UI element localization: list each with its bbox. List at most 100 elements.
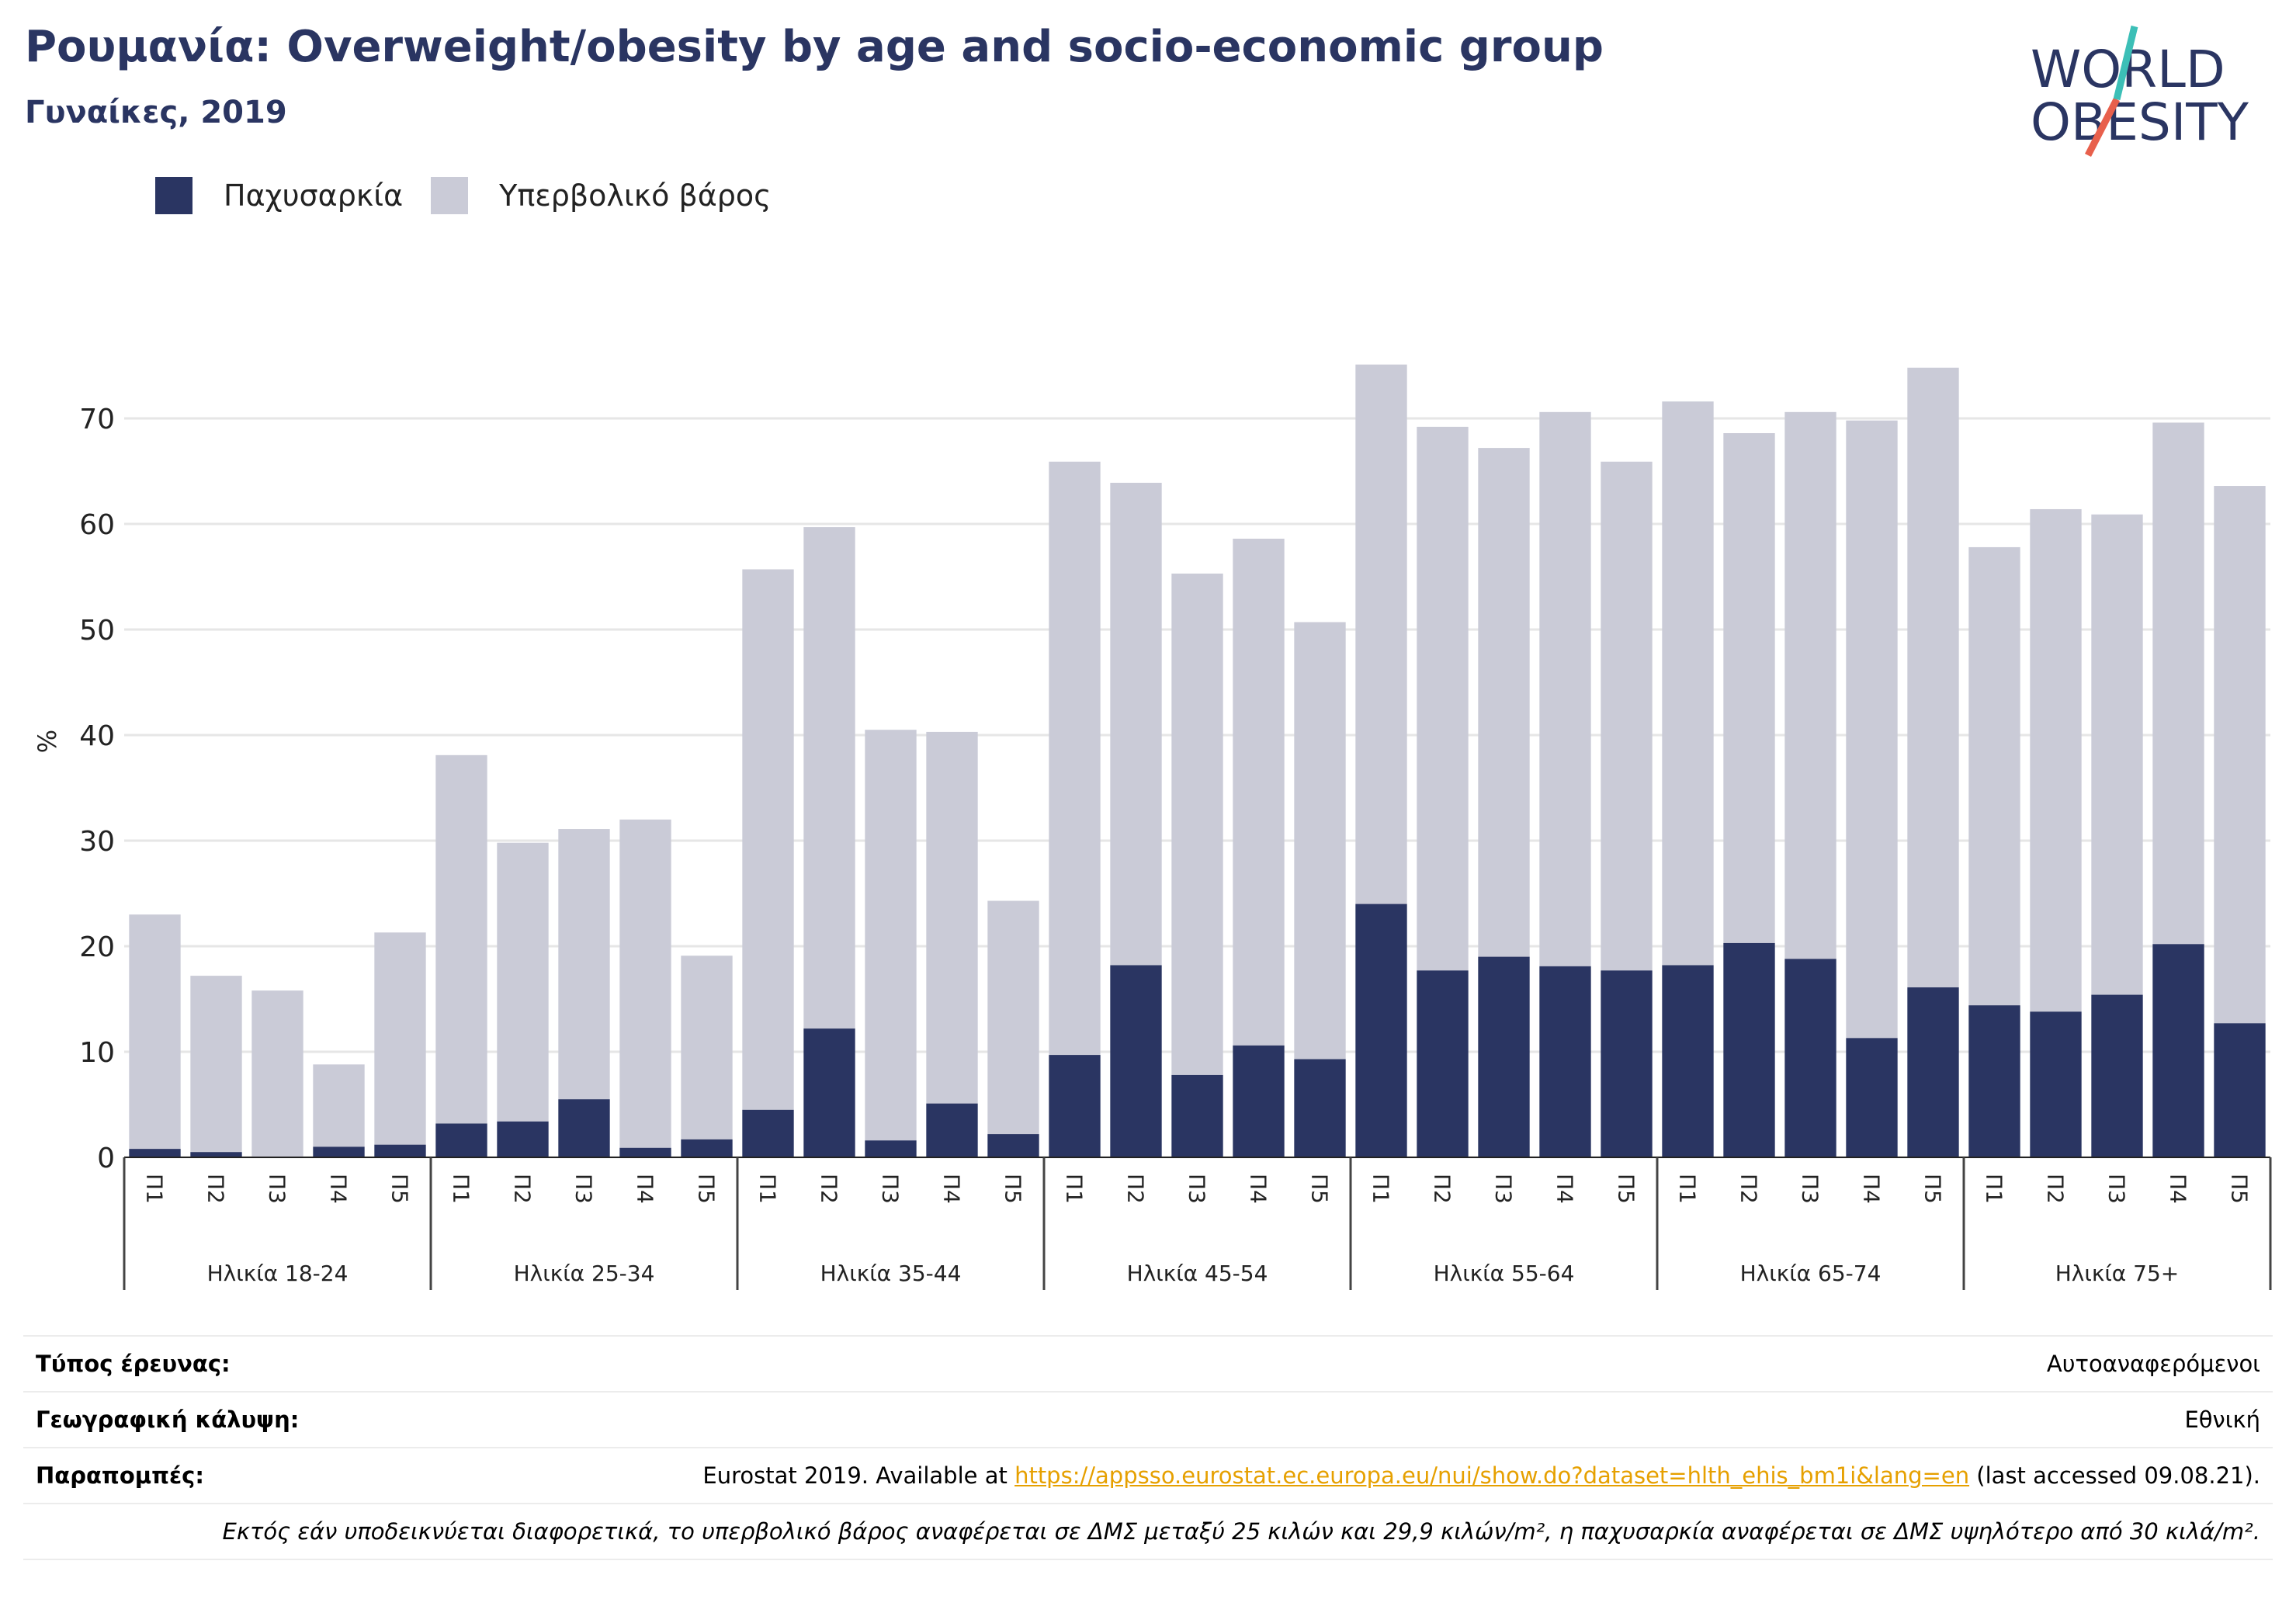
meta-row-references: Παραπομπές: Eurostat 2019. Available at … <box>23 1447 2273 1503</box>
x-tick-label: Π4 <box>1859 1174 1885 1204</box>
x-tick-label: Π1 <box>755 1174 781 1204</box>
survey-type-label: Τύπος έρευνας: <box>36 1351 231 1377</box>
references-label: Παραπομπές: <box>36 1462 204 1489</box>
bar-obesity <box>987 1134 1039 1157</box>
x-tick-label: Π1 <box>1368 1174 1394 1204</box>
x-tick-label: Π3 <box>878 1174 903 1204</box>
x-tick-label: Π5 <box>1614 1174 1639 1204</box>
bar-obesity <box>1601 970 1653 1157</box>
bar-obesity <box>2091 994 2143 1157</box>
bar-obesity <box>497 1121 549 1157</box>
bar-obesity <box>313 1146 365 1157</box>
bar-overweight <box>497 842 549 1122</box>
references-link[interactable]: https://appsso.eurostat.ec.europa.eu/nui… <box>1014 1462 1970 1489</box>
bar-obesity <box>1784 959 1836 1157</box>
x-tick-label: Π5 <box>1307 1174 1333 1204</box>
bar-overweight <box>2214 486 2266 1024</box>
bar-obesity <box>926 1103 978 1157</box>
definition-note: Εκτός εάν υποδεικνύεται διαφορετικά, το … <box>222 1518 2261 1545</box>
bar-overweight <box>619 819 671 1148</box>
x-tick-label: Π3 <box>2104 1174 2130 1204</box>
x-tick-label: Π4 <box>1552 1174 1578 1204</box>
bar-overweight <box>1907 367 1959 988</box>
bar-obesity <box>1968 1005 2020 1157</box>
meta-row-coverage: Γεωγραφική κάλυψη: Εθνική <box>23 1391 2273 1447</box>
bar-obesity <box>865 1140 917 1157</box>
bar-overweight <box>1539 411 1591 966</box>
bar-overweight <box>1846 420 1898 1039</box>
bar-overweight <box>190 976 242 1153</box>
x-tick-label: Π3 <box>1184 1174 1210 1204</box>
y-tick-label: 60 <box>79 509 115 541</box>
bar-overweight <box>2152 422 2204 945</box>
x-tick-label: Π2 <box>203 1174 229 1204</box>
bar-overweight <box>1294 622 1346 1060</box>
bar-obesity <box>1539 966 1591 1157</box>
legend-item-overweight: Υπερβολικό βάρος <box>431 177 771 214</box>
group-label: Ηλικία 18-24 <box>207 1261 349 1286</box>
logo-slash-teal <box>2113 25 2138 101</box>
stacked-bar-chart: 0 10 20 30 40 50 60 70% Π1 Π2 Π3 Π4 Π5 Π1 Π2 Π3 Π4 Π5 Π1 Π2… <box>33 364 2272 1290</box>
group-label: Ηλικία 45-54 <box>1127 1261 1268 1286</box>
bar-overweight <box>1110 482 1162 966</box>
x-tick-label: Π1 <box>1982 1174 2007 1204</box>
legend-label-overweight: Υπερβολικό βάρος <box>499 179 772 213</box>
legend-swatch-obesity <box>155 177 192 214</box>
bar-overweight <box>1601 461 1653 971</box>
chart-subtitle: Γυναίκες, 2019 <box>25 95 287 130</box>
x-tick-label: Π4 <box>939 1174 965 1204</box>
bar-obesity <box>1723 942 1775 1157</box>
y-tick-label: 40 <box>79 720 115 752</box>
x-tick-label: Π3 <box>265 1174 290 1204</box>
meta-row-note: Εκτός εάν υποδεικνύεται διαφορετικά, το … <box>23 1503 2273 1560</box>
bar-obesity <box>435 1123 487 1157</box>
bar-obesity <box>1417 970 1469 1157</box>
coverage-value: Εθνική <box>2184 1406 2260 1433</box>
bar-overweight <box>1233 539 1285 1046</box>
bar-overweight <box>803 527 855 1029</box>
bar-obesity <box>2152 944 2204 1157</box>
bar-overweight <box>1662 401 1714 966</box>
logo-word-2: OBESITY <box>2031 92 2249 152</box>
bar-obesity <box>1233 1045 1285 1157</box>
x-tick-label: Π1 <box>142 1174 168 1204</box>
x-tick-label: Π5 <box>387 1174 413 1204</box>
bar-obesity <box>1846 1038 1898 1157</box>
x-tick-label: Π5 <box>1001 1174 1026 1204</box>
bar-overweight <box>129 914 181 1150</box>
bar-obesity <box>1907 987 1959 1157</box>
metadata-table: Τύπος έρευνας: Αυτοαναφερόμενοι Γεωγραφι… <box>23 1335 2273 1560</box>
bar-obesity <box>1355 904 1407 1157</box>
chart-title: Ρουμανία: Overweight/obesity by age and … <box>25 22 1604 72</box>
bar-overweight <box>1478 448 1530 957</box>
group-label: Ηλικία 75+ <box>2055 1261 2180 1286</box>
group-label: Ηλικία 65-74 <box>1740 1261 1882 1286</box>
world-obesity-logo: WORLD OBESITY <box>2031 25 2249 158</box>
bar-overweight <box>2091 514 2143 995</box>
bar-overweight <box>251 990 303 1157</box>
bar-overweight <box>742 569 794 1110</box>
bar-overweight <box>1355 364 1407 904</box>
x-tick-label: Π2 <box>2043 1174 2069 1204</box>
bar-overweight <box>1417 426 1469 971</box>
y-tick-label: 70 <box>79 404 115 435</box>
legend-label-obesity: Παχυσαρκία <box>224 179 404 213</box>
bar-obesity <box>803 1028 855 1157</box>
coverage-label: Γεωγραφική κάλυψη: <box>36 1406 300 1433</box>
bar-obesity <box>681 1139 733 1157</box>
bar-overweight <box>374 932 426 1145</box>
legend: Παχυσαρκία Υπερβολικό βάρος <box>155 177 799 214</box>
x-tick-label: Π4 <box>633 1174 658 1204</box>
references-prefix: Eurostat 2019. Available at <box>702 1462 1015 1489</box>
x-tick-label: Π1 <box>1062 1174 1087 1204</box>
bar-obesity <box>1171 1074 1223 1157</box>
x-tick-label: Π2 <box>817 1174 842 1204</box>
x-tick-label: Π2 <box>1123 1174 1149 1204</box>
y-tick-label: 50 <box>79 615 115 647</box>
y-tick-label: 0 <box>97 1143 115 1174</box>
bar-overweight <box>926 731 978 1104</box>
x-tick-label: Π1 <box>449 1174 474 1204</box>
bar-obesity <box>1110 965 1162 1157</box>
bar-overweight <box>313 1064 365 1147</box>
bar-overweight <box>1171 573 1223 1075</box>
